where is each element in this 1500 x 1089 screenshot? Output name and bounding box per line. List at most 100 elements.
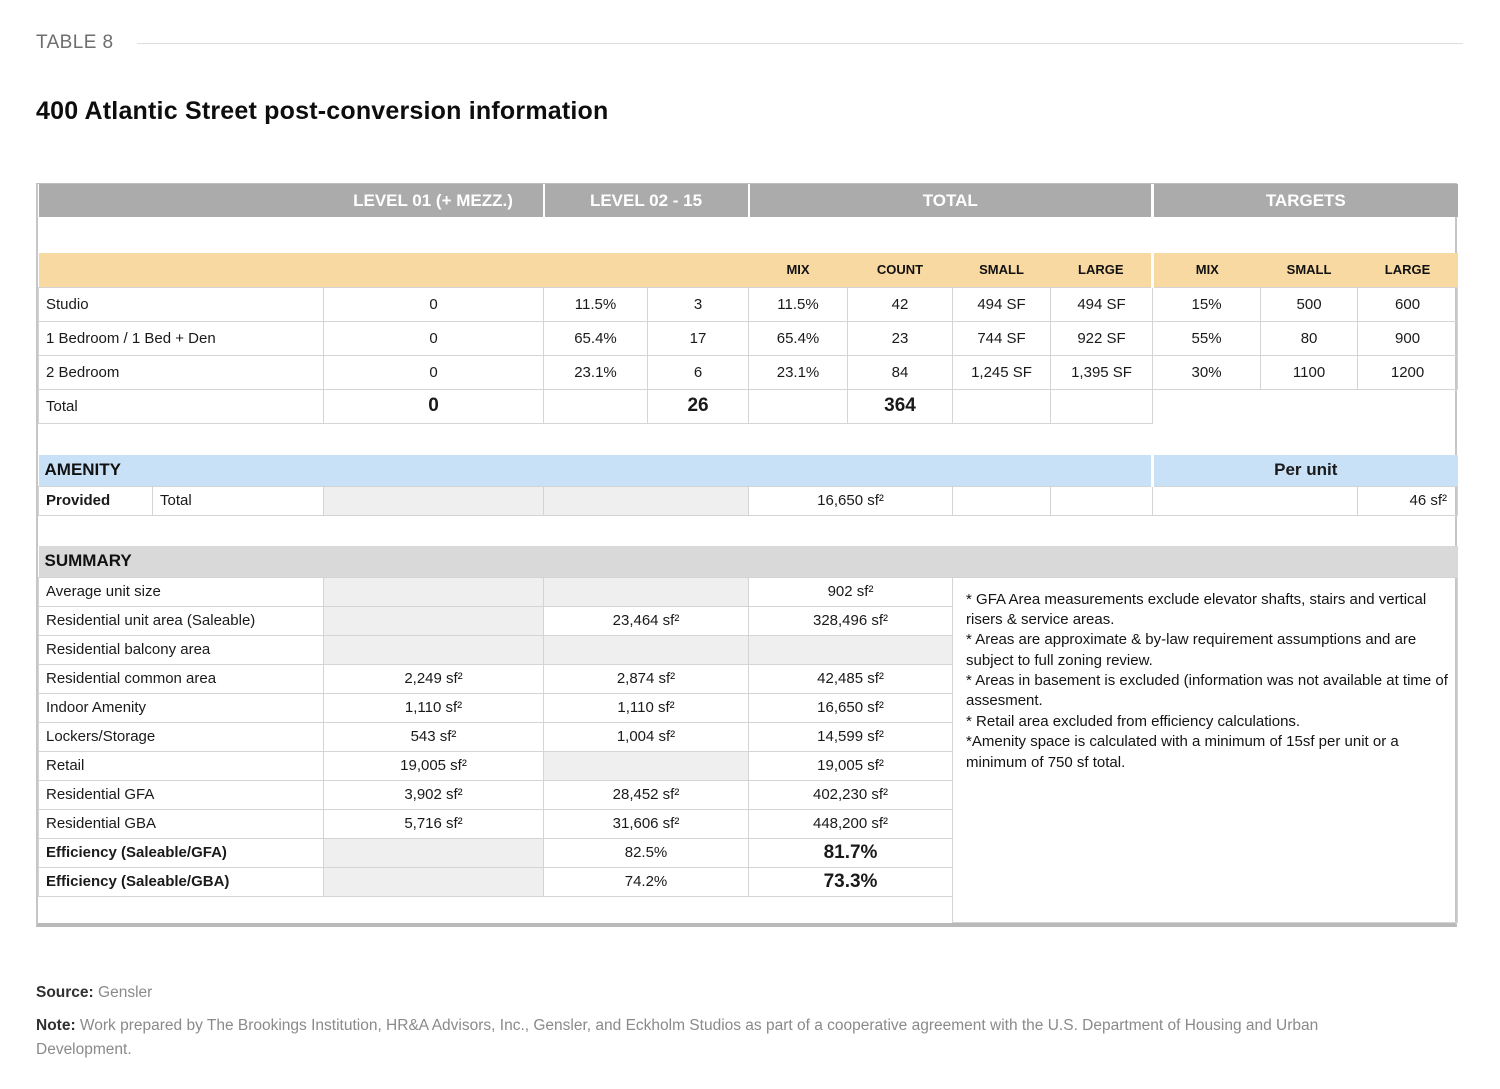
unit-mix-total-row: Total 0 26 364	[38, 388, 1458, 424]
provided-sublabel: Total	[152, 485, 324, 516]
cell-empty-gray	[323, 605, 544, 636]
note-line: Note: Work prepared by The Brookings Ins…	[36, 1014, 1366, 1062]
cell-target-large: 600	[1357, 286, 1459, 322]
cell-empty-gray	[542, 750, 750, 781]
cell-empty	[543, 388, 648, 424]
cell-total: 16,650 sf²	[748, 692, 954, 723]
cell-total-mix: 65.4%	[748, 320, 849, 356]
row-label: Studio	[38, 286, 324, 322]
cell-total: 73.3%	[748, 866, 954, 897]
cell-l02-count: 6	[646, 354, 750, 390]
summary-row: Lockers/Storage 543 sf² 1,004 sf² 14,599…	[38, 721, 1458, 752]
cell-level02: 82.5%	[542, 837, 750, 868]
spacer-row	[39, 217, 1458, 253]
cell-total-count: 42	[847, 286, 954, 322]
row-label: Indoor Amenity	[38, 692, 324, 723]
summary-row: Average unit size 902 sf² * GFA Area mea…	[38, 576, 1459, 923]
cell-level01: 543 sf²	[323, 721, 544, 752]
col-header-targets-small: SMALL	[1260, 253, 1358, 287]
source-line: Source: Gensler	[36, 981, 1463, 1005]
column-group-total: TOTAL	[747, 184, 1153, 217]
cell-empty-gray	[323, 866, 544, 897]
cell-empty-gray	[542, 634, 750, 665]
cell-total: 448,200 sf²	[748, 808, 954, 839]
cell-l02-count-total: 26	[646, 388, 750, 424]
header-rule	[137, 42, 1463, 44]
footnotes-text: * GFA Area measurements exclude elevator…	[954, 578, 1457, 773]
row-label: Efficiency (Saleable/GBA)	[38, 866, 324, 897]
spacer-row	[39, 423, 1458, 455]
section-header-summary: SUMMARY	[38, 546, 1458, 577]
cell-target-mix: 30%	[1152, 354, 1262, 390]
summary-row-efficiency-gfa: Efficiency (Saleable/GFA) 82.5% 81.7%	[38, 837, 1458, 868]
cell-target-mix: 15%	[1152, 286, 1262, 322]
column-group-level01: LEVEL 01 (+ MEZZ.)	[323, 184, 544, 217]
cell-total: 42,485 sf²	[748, 663, 954, 694]
cell-empty-gray	[542, 576, 750, 607]
cell-total-count-total: 364	[847, 388, 954, 424]
col-header-total-large: LARGE	[1050, 253, 1153, 287]
cell-total-count: 23	[847, 320, 954, 356]
row-label: Total	[38, 388, 324, 424]
section-header-amenity: AMENITY	[38, 455, 1153, 486]
cell-total-mix: 11.5%	[748, 286, 849, 322]
cell-total-mix: 23.1%	[748, 354, 849, 390]
source-value: Gensler	[98, 983, 153, 1001]
cell-empty-gray	[748, 634, 954, 665]
row-label: Residential unit area (Saleable)	[38, 605, 324, 636]
footnote-line: * Retail area excluded from efficiency c…	[966, 712, 1301, 730]
group-header-spacer	[38, 184, 324, 217]
summary-row: Retail 19,005 sf² 19,005 sf²	[38, 750, 1458, 781]
cell-target-large: 1200	[1357, 354, 1459, 390]
cell-empty	[1050, 485, 1154, 516]
cell-total: 402,230 sf²	[748, 779, 954, 810]
cell-empty-gray	[542, 485, 750, 516]
cell-level02: 23,464 sf²	[542, 605, 750, 636]
cell-empty-gray	[323, 576, 544, 607]
cell-level01: 0	[323, 286, 544, 322]
summary-row: Residential GFA 3,902 sf² 28,452 sf² 402…	[38, 779, 1458, 810]
footnote-line: * Areas in basement is excluded (informa…	[966, 672, 1448, 710]
col-header-total-count: COUNT	[847, 253, 953, 287]
cell-target-small: 500	[1260, 286, 1359, 322]
spacer-row	[39, 515, 1458, 546]
column-group-header-row: LEVEL 01 (+ MEZZ.) LEVEL 02 - 15 TOTAL T…	[38, 184, 1458, 217]
unit-mix-row-1bedroom: 1 Bedroom / 1 Bed + Den 0 65.4% 17 65.4%…	[38, 320, 1459, 356]
cell-empty	[1152, 485, 1359, 516]
row-label: Residential GBA	[38, 808, 324, 839]
amenity-header-row: AMENITY Per unit	[38, 455, 1458, 486]
cell-total-large: 922 SF	[1050, 320, 1154, 356]
cell-total: 902 sf²	[748, 576, 954, 607]
col-header-targets-mix: MIX	[1151, 253, 1261, 287]
summary-row-efficiency-gba: Efficiency (Saleable/GBA) 74.2% 73.3%	[38, 866, 1458, 897]
row-label: Efficiency (Saleable/GFA)	[38, 837, 324, 868]
cell-empty-gray	[323, 634, 544, 665]
cell-total-small: 744 SF	[952, 320, 1052, 356]
footnote-line: * GFA Area measurements exclude elevator…	[966, 590, 1427, 628]
subheader-spacer	[38, 253, 749, 287]
provided-label: Provided	[38, 485, 153, 516]
cell-level02: 1,004 sf²	[542, 721, 750, 752]
cell-empty-gray	[323, 485, 544, 516]
cell-total: 19,005 sf²	[748, 750, 954, 781]
note-label: Note:	[36, 1016, 76, 1034]
source-label: Source:	[36, 983, 94, 1001]
table-footer: Source: Gensler Note: Work prepared by T…	[36, 981, 1463, 1062]
column-group-level02: LEVEL 02 - 15	[542, 184, 749, 217]
cell-total-count: 84	[847, 354, 954, 390]
cell-total-large: 494 SF	[1050, 286, 1154, 322]
cell-target-large: 900	[1357, 320, 1459, 356]
cell-level02: 31,606 sf²	[542, 808, 750, 839]
cell-level01: 0	[323, 320, 544, 356]
table-kicker-row: TABLE 8	[36, 32, 1463, 54]
cell-l02-mix: 65.4%	[543, 320, 648, 356]
row-label: Average unit size	[38, 576, 324, 607]
cell-level02: 2,874 sf²	[542, 663, 750, 694]
cell-total: 81.7%	[748, 837, 954, 868]
cell-level01: 0	[323, 354, 544, 390]
cell-level01: 5,716 sf²	[323, 808, 544, 839]
cell-total: 328,496 sf²	[748, 605, 954, 636]
post-conversion-table: LEVEL 01 (+ MEZZ.) LEVEL 02 - 15 TOTAL T…	[38, 184, 1459, 923]
row-label: Residential GFA	[38, 779, 324, 810]
cell-empty	[1050, 388, 1154, 424]
